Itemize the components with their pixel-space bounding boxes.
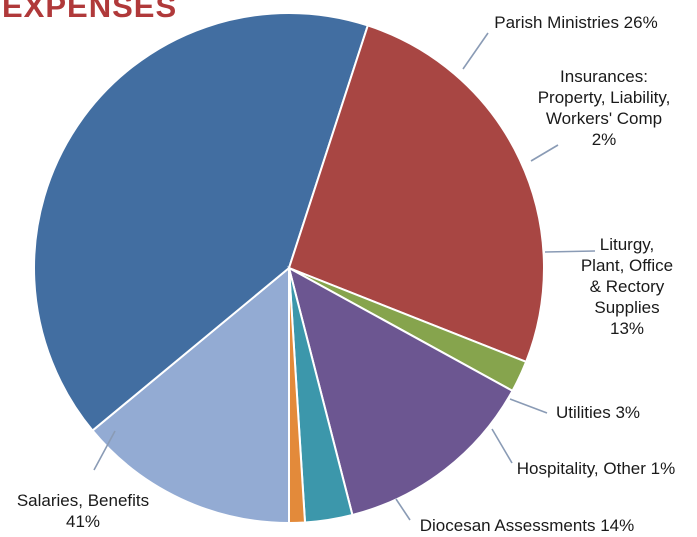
slice-label-line: Plant, Office [581,256,673,275]
pie-slice-diocesan-assessments [91,265,290,525]
slice-label-line: Insurances: [560,67,648,86]
slice-label: Diocesan Assessments 14% [420,516,635,535]
slice-label-line: Property, Liability, [538,88,671,107]
slice-label-line: Utilities 3% [556,403,640,422]
slice-label-line: Salaries, Benefits [17,491,149,510]
slice-label-line: Diocesan Assessments 14% [420,516,635,535]
slice-label: Utilities 3% [556,403,640,422]
slice-label-line: 13% [610,319,644,338]
slice-label: Salaries, Benefits 41% [17,491,149,531]
leader-line [530,144,559,162]
slice-label-line: & Rectory [590,277,665,296]
pie-slice-parish-ministries [287,24,545,364]
slice-label-line: Supplies [594,298,659,317]
leader-line [491,428,513,464]
leader-line [395,498,411,521]
slice-label-line: 41% [66,512,100,531]
slice-label-line: Parish Ministries 26% [494,13,657,32]
pie-slice-salaries-benefits [33,12,370,432]
leader-line [462,32,489,70]
leader-line [544,250,596,253]
slice-label-line: Hospitality, Other 1% [517,459,675,478]
slice-label-line: Workers' Comp [546,109,662,128]
pie-slice-hospitality-other [288,267,307,525]
slice-label-line: 2% [592,130,617,149]
pie-slices [33,12,545,525]
slice-label: Parish Ministries 26% [494,13,657,32]
leader-line [509,398,548,414]
slice-label: Insurances: Property, Liability, Workers' … [538,67,671,149]
leader-line [93,430,116,471]
pie-slice-liturgy-plant-office-rectory-supplies [287,266,514,517]
chart-title: EXPENSES [2,0,178,24]
slice-label: Liturgy, Plant, Office & Rectory Supplies 13… [581,235,673,338]
label-leaders [93,32,596,521]
slice-label-line: Liturgy, [600,235,655,254]
slice-labels: Diocesan Assessments 14% Salaries, Benefi… [17,13,675,535]
slice-label: Hospitality, Other 1% [517,459,675,478]
